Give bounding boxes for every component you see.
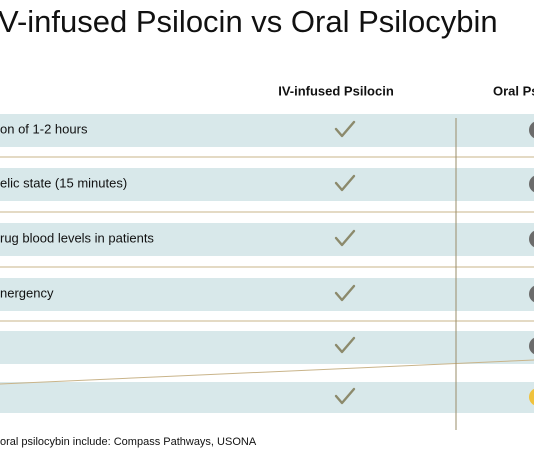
check-mark bbox=[334, 120, 356, 138]
row-separators bbox=[0, 156, 534, 385]
row-band bbox=[0, 278, 534, 311]
slide-title: V-infused Psilocin vs Oral Psilocybin bbox=[0, 4, 498, 39]
status-circle bbox=[529, 285, 534, 303]
footnote: oral psilocybin include: Compass Pathway… bbox=[0, 436, 257, 448]
column-header: Oral Ps bbox=[493, 83, 534, 98]
row-label: elic state (15 minutes) bbox=[0, 175, 127, 190]
row-band bbox=[0, 223, 534, 256]
row-band bbox=[0, 331, 534, 364]
check-mark bbox=[334, 229, 356, 247]
row-label: on of 1-2 hours bbox=[0, 121, 88, 136]
check-mark bbox=[334, 174, 356, 192]
status-circle bbox=[529, 121, 534, 139]
row-label: rug blood levels in patients bbox=[0, 230, 154, 245]
row-band bbox=[0, 382, 534, 413]
status-circle bbox=[529, 337, 534, 355]
row-band bbox=[0, 168, 534, 201]
status-circle bbox=[529, 230, 534, 248]
status-circle bbox=[529, 175, 534, 193]
row-label: nergency bbox=[0, 285, 54, 300]
check-mark bbox=[334, 336, 356, 354]
row-bands bbox=[0, 114, 534, 413]
check-column bbox=[334, 120, 356, 405]
status-circles bbox=[529, 121, 534, 406]
check-mark bbox=[334, 387, 356, 405]
column-header: IV-infused Psilocin bbox=[278, 83, 394, 98]
separator bbox=[0, 359, 534, 385]
check-mark bbox=[334, 284, 356, 302]
row-band bbox=[0, 114, 534, 147]
status-circle bbox=[529, 388, 534, 406]
